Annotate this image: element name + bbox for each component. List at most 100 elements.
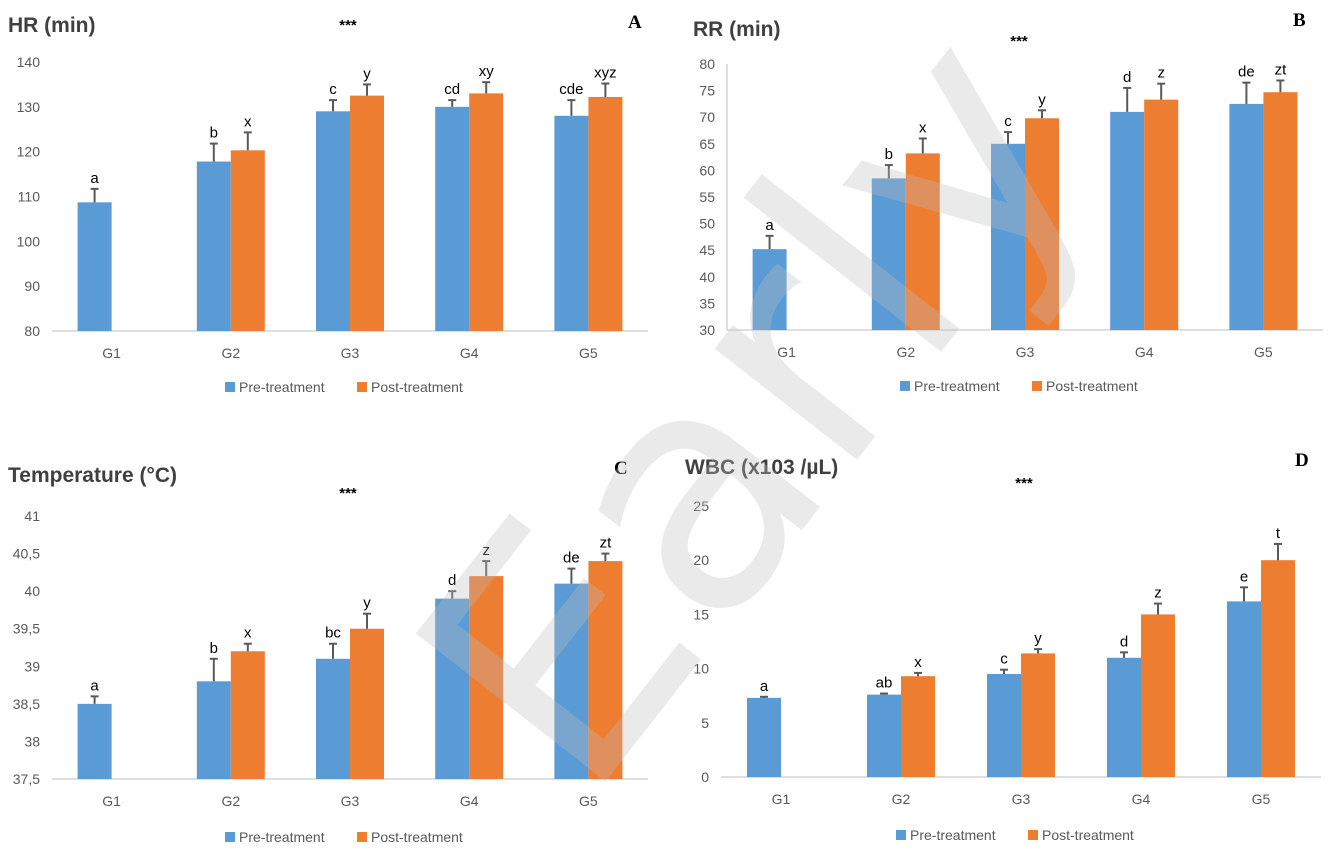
significance-letter: y: [363, 595, 371, 612]
significance-letter: z: [482, 542, 490, 559]
chart-title: Temperature (°C): [8, 464, 177, 487]
bar-post-treatment: [1021, 653, 1055, 777]
bar-post-treatment: [1144, 99, 1179, 330]
bar-pre-treatment: [991, 143, 1025, 330]
bar-pre-treatment: [987, 674, 1021, 777]
y-tick-label: 41: [24, 508, 40, 524]
significance-letter: x: [919, 119, 927, 136]
x-tick-label: G3: [341, 793, 360, 809]
x-tick-label: G4: [1132, 791, 1151, 807]
significance-letter: e: [1240, 568, 1248, 585]
legend-swatch-pre: [225, 832, 235, 842]
significance-letter: ab: [876, 675, 893, 692]
significance-letter: xyz: [594, 65, 617, 82]
legend-swatch-post: [357, 832, 367, 842]
y-tick-label: 10: [693, 661, 709, 677]
bar-pre-treatment: [316, 111, 350, 331]
significance-letter: a: [760, 678, 769, 695]
y-tick-label: 39,5: [13, 621, 40, 637]
x-tick-label: G1: [102, 345, 121, 361]
y-tick-label: 25: [693, 498, 709, 514]
bar-pre-treatment: [77, 202, 112, 331]
bar-pre-treatment: [1227, 601, 1261, 777]
bar-post-treatment: [1261, 560, 1295, 777]
legend-label: Pre-treatment: [910, 827, 996, 843]
bar-pre-treatment: [871, 178, 906, 330]
significance-letter: a: [765, 217, 774, 234]
x-tick-label: G5: [579, 793, 598, 809]
significance-letter: c: [329, 81, 337, 98]
y-tick-label: 0: [701, 769, 709, 785]
x-tick-label: G5: [1254, 344, 1273, 360]
significance-letter: x: [244, 113, 252, 130]
bar-pre-treatment: [435, 106, 470, 331]
bar-pre-treatment: [752, 249, 787, 330]
panel-letter: A: [628, 12, 642, 33]
significance-marker: ***: [1010, 33, 1028, 50]
bar-post-treatment: [469, 576, 504, 779]
significance-letter: c: [1004, 113, 1012, 130]
x-tick-label: G2: [221, 345, 240, 361]
x-tick-label: G2: [221, 793, 240, 809]
significance-letter: cde: [559, 81, 583, 98]
significance-letter: de: [1238, 64, 1255, 81]
rr-chart-panel: RR (min) B *** 30 35 40 45 50 55 60 65 70 75 80 G1 a G2 b…: [669, 0, 1338, 426]
x-tick-label: G4: [460, 345, 479, 361]
x-tick-label: G5: [1252, 791, 1271, 807]
bar-pre-treatment: [867, 694, 901, 777]
y-tick-label: 100: [17, 233, 41, 249]
y-tick-label: 20: [693, 552, 709, 568]
significance-marker: ***: [1015, 475, 1033, 492]
legend-swatch-post: [357, 382, 367, 392]
significance-letter: t: [1276, 525, 1281, 542]
x-tick-label: G1: [102, 793, 121, 809]
wbc-chart-panel: WBC (x103 /µL) D *** 0 5 10 15 20 25 G1 a G2 ab x G3 c y…: [669, 426, 1338, 852]
bar-pre-treatment: [77, 703, 112, 779]
chart-title: WBC (x103 /µL): [685, 456, 838, 479]
legend-label: Pre-treatment: [914, 378, 1000, 394]
significance-letter: xy: [479, 63, 495, 80]
bar-post-treatment: [230, 651, 265, 779]
panel-letter: B: [1293, 10, 1306, 31]
y-tick-label: 15: [693, 606, 709, 622]
x-tick-label: G2: [892, 791, 911, 807]
y-tick-label: 38,5: [13, 696, 40, 712]
y-tick-label: 55: [699, 189, 715, 205]
temperature-chart-panel: Temperature (°C) C *** 37,5 38 38,5 39 39,5 40 40…: [0, 426, 669, 852]
x-tick-label: G4: [1135, 344, 1154, 360]
x-tick-label: G5: [579, 345, 598, 361]
y-tick-label: 60: [699, 162, 715, 178]
significance-letter: x: [914, 654, 922, 671]
panel-letter: D: [1295, 450, 1309, 471]
y-tick-label: 130: [17, 99, 41, 115]
bar-post-treatment: [901, 676, 935, 777]
y-tick-label: 80: [24, 323, 40, 339]
y-tick-label: 80: [699, 56, 715, 72]
significance-letter: b: [210, 125, 218, 142]
y-tick-label: 40: [24, 583, 40, 599]
y-tick-label: 90: [24, 278, 40, 294]
bar-pre-treatment: [747, 697, 781, 777]
bar-pre-treatment: [554, 583, 589, 779]
significance-letter: d: [448, 572, 456, 589]
x-tick-label: G3: [1016, 344, 1035, 360]
significance-letter: b: [210, 640, 218, 657]
legend-swatch-pre: [225, 382, 235, 392]
y-tick-label: 40: [699, 269, 715, 285]
significance-letter: x: [244, 625, 252, 642]
significance-letter: c: [1000, 651, 1008, 668]
bar-post-treatment: [588, 561, 623, 779]
bar-post-treatment: [469, 93, 504, 331]
x-tick-label: G1: [772, 791, 791, 807]
chart-title: RR (min): [693, 18, 781, 41]
bar-pre-treatment: [554, 115, 589, 331]
y-tick-label: 65: [699, 136, 715, 152]
bar-pre-treatment: [196, 161, 231, 331]
bar-post-treatment: [1263, 92, 1298, 330]
bar-pre-treatment: [196, 681, 231, 779]
chart-svg: WBC (x103 /µL) D *** 0 5 10 15 20 25 G1 a G2 ab x G3 c y…: [685, 450, 1321, 843]
legend-swatch-pre: [900, 381, 910, 391]
legend-swatch-post: [1028, 830, 1038, 840]
y-tick-label: 38: [24, 733, 40, 749]
significance-letter: y: [363, 65, 371, 82]
